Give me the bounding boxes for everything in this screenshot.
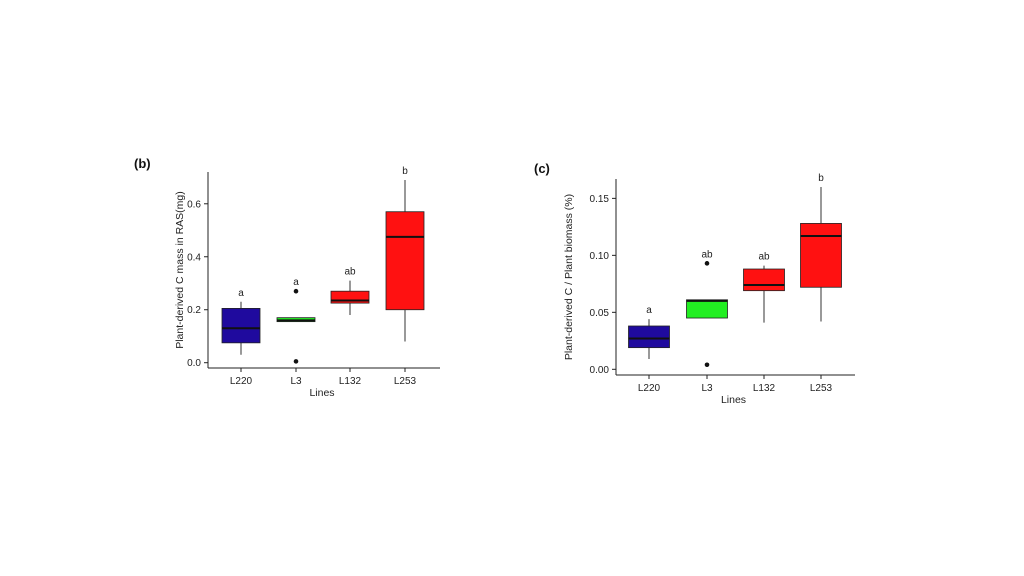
significance-label: a bbox=[293, 277, 299, 288]
outlier-point bbox=[293, 359, 299, 364]
box-body bbox=[221, 308, 261, 344]
box-L132: ab bbox=[330, 267, 370, 316]
y-tick-label: 0.05 bbox=[590, 308, 610, 319]
significance-label: b bbox=[402, 166, 408, 177]
x-tick-label: L253 bbox=[394, 376, 417, 387]
x-tick-label: L3 bbox=[701, 383, 713, 394]
significance-label: ab bbox=[344, 267, 356, 278]
x-tick-label: L253 bbox=[810, 383, 833, 394]
y-tick-label: 0.0 bbox=[187, 358, 201, 369]
box-body bbox=[385, 211, 425, 311]
x-tick-label: L220 bbox=[230, 376, 253, 387]
chart-panel-c: (c) 0.00 0.05 0.10 0.15 L220 L3 L132 L253 Lines Pl… bbox=[534, 161, 855, 406]
y-tick-label: 0.2 bbox=[187, 305, 201, 316]
significance-label: b bbox=[818, 173, 824, 184]
significance-label: ab bbox=[701, 249, 713, 260]
y-tick-label: 0.15 bbox=[590, 194, 610, 205]
box-L132: ab bbox=[743, 252, 785, 323]
y-tick-label: 0.10 bbox=[590, 251, 610, 262]
box-body bbox=[743, 268, 785, 292]
box-body bbox=[628, 325, 670, 349]
y-tick-label: 0.00 bbox=[590, 365, 610, 376]
box-body bbox=[330, 290, 370, 304]
box-L220: a bbox=[221, 288, 261, 355]
outlier-point bbox=[704, 362, 710, 368]
x-tick-label: L220 bbox=[638, 383, 661, 394]
y-axis-title: Plant-derived C mass in RAS(mg) bbox=[174, 191, 186, 349]
box-L3: ab bbox=[686, 249, 728, 368]
x-tick-label: L132 bbox=[753, 383, 776, 394]
box-L253: b bbox=[800, 173, 842, 322]
box-body bbox=[800, 223, 842, 288]
box-L220: a bbox=[628, 305, 670, 360]
x-tick-label: L3 bbox=[290, 376, 302, 387]
significance-label: a bbox=[646, 305, 652, 316]
y-tick-label: 0.4 bbox=[187, 252, 201, 263]
outlier-point bbox=[293, 288, 299, 294]
significance-label: ab bbox=[758, 252, 770, 263]
y-axis-title: Plant-derived C / Plant biomass (%) bbox=[563, 194, 575, 360]
box-L3: a bbox=[276, 277, 316, 364]
panel-label: (c) bbox=[534, 161, 550, 176]
x-tick-label: L132 bbox=[339, 376, 362, 387]
box-body bbox=[686, 299, 728, 319]
x-axis-title: Lines bbox=[309, 387, 334, 399]
x-axis-title: Lines bbox=[721, 394, 746, 406]
box-L253: b bbox=[385, 166, 425, 342]
chart-panel-b: (b) 0.0 0.2 0.4 0.6 L220 L3 L132 L253 Lines Plant-… bbox=[134, 156, 440, 399]
panel-label: (b) bbox=[134, 156, 151, 171]
significance-label: a bbox=[238, 288, 244, 299]
y-tick-label: 0.6 bbox=[187, 199, 201, 210]
outlier-point bbox=[704, 261, 710, 266]
